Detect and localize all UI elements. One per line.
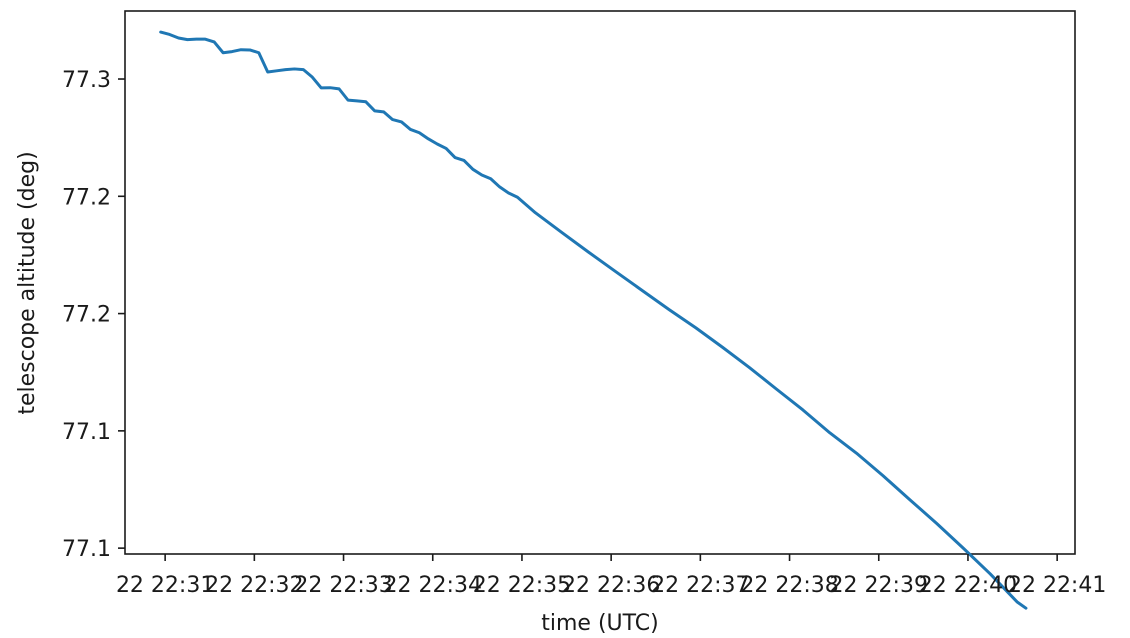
x-tick-label: 22 22:33 [294,573,392,598]
y-tick-label: 77.1 [62,420,111,445]
series-line [159,30,1028,610]
x-tick-label: 22 22:34 [384,573,482,598]
y-axis-ticks: 77.1 77.1 77.2 77.2 77.3 [62,68,125,562]
x-tick-label: 22 22:38 [740,573,838,598]
y-axis-title: telescope altitude (deg) [15,151,40,414]
x-tick-label: 22 22:40 [919,573,1017,598]
plot-frame [124,10,1076,555]
x-tick-label: 22 22:37 [651,573,749,598]
plot-area-border [124,10,1076,555]
x-axis-title: time (UTC) [541,611,658,636]
x-tick-label: 22 22:32 [205,573,303,598]
x-tick-label: 22 22:35 [473,573,571,598]
y-tick-label: 77.2 [62,185,111,210]
x-tick-label: 22 22:36 [562,573,660,598]
x-tick-label: 22 22:41 [1008,573,1106,598]
y-tick-label: 77.3 [62,68,111,93]
y-tick-label: 77.1 [62,537,111,562]
line-layer [159,30,1028,610]
y-tick-label: 77.2 [62,303,111,328]
x-tick-label: 22 22:39 [830,573,928,598]
x-tick-label: 22 22:31 [116,573,214,598]
